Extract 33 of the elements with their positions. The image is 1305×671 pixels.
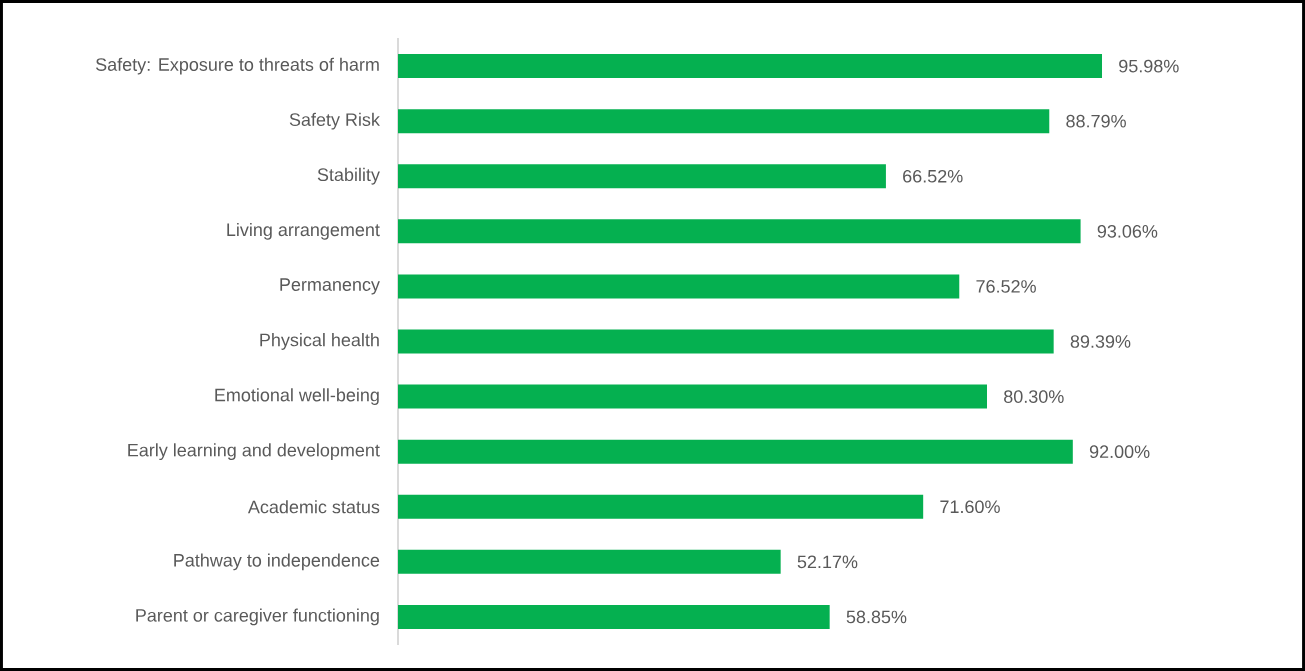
y-tick-label: Safety: Exposure to threats of harm [95, 57, 379, 75]
y-tick-label: Safety Risk [289, 112, 380, 130]
data-label: 71.60% [940, 500, 1000, 514]
y-tick-label: Parent or caregiver functioning [136, 608, 379, 626]
bar [398, 384, 987, 409]
bar [398, 494, 924, 519]
y-tick-label: Physical health [260, 333, 379, 350]
bar [398, 274, 960, 299]
data-label: 76.52% [976, 280, 1036, 293]
bar [398, 109, 1050, 134]
y-tick-label: Permanency [280, 278, 380, 295]
bar [398, 329, 1054, 354]
bar [398, 54, 1102, 79]
y-tick-label: Living arrangement [227, 222, 380, 240]
bar [398, 604, 830, 629]
y-tick-label: Pathway to independence [174, 553, 380, 571]
bar [398, 219, 1081, 244]
data-label: 52.17% [797, 555, 858, 569]
y-tick-label: Stability [317, 167, 380, 185]
data-label: 95.98% [1119, 59, 1179, 73]
data-label: 89.39% [1070, 335, 1131, 348]
data-label: 58.85% [846, 610, 907, 624]
bar [398, 439, 1073, 464]
data-label: 66.52% [903, 169, 963, 183]
data-label: 92.00% [1089, 445, 1150, 459]
data-label: 88.79% [1066, 114, 1126, 128]
data-label: 80.30% [1004, 390, 1064, 403]
y-tick-label: Early learning and development [128, 443, 380, 461]
y-tick-label: Academic status [247, 500, 380, 514]
y-tick-label: Emotional well-being [215, 388, 379, 405]
bar [398, 164, 886, 189]
data-label: 93.06% [1097, 224, 1158, 238]
bar [398, 549, 781, 574]
